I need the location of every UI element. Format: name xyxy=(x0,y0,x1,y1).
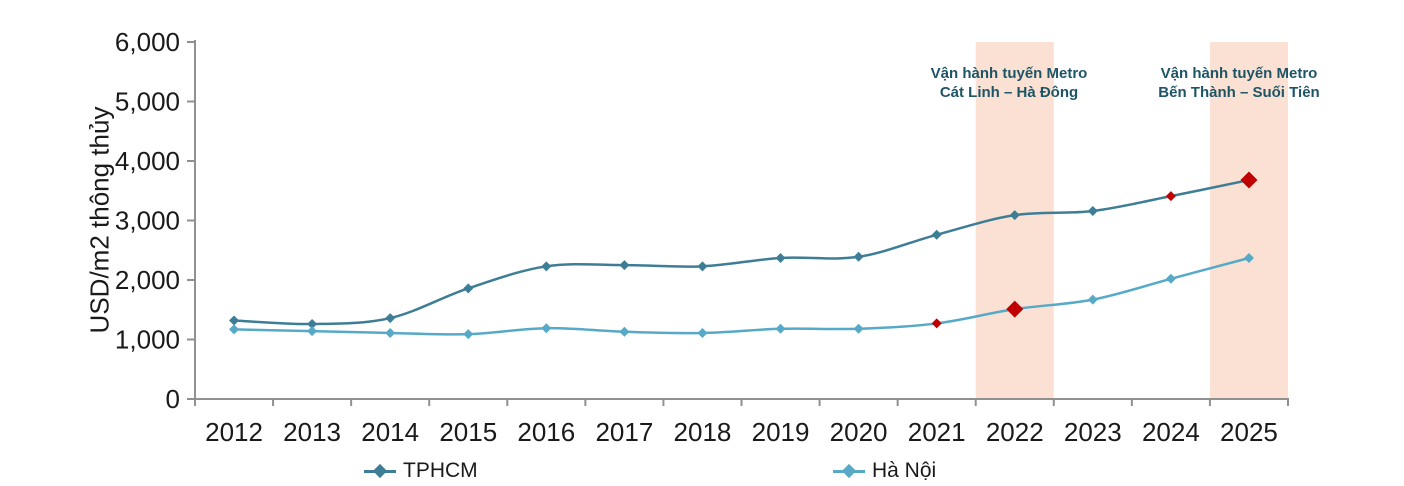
data-point-marker xyxy=(307,319,318,330)
legend-item-tphcm: TPHCM xyxy=(364,457,478,485)
annotation-line: Bến Thành – Suối Tiên xyxy=(1158,84,1320,101)
y-tick-label: 2,000 xyxy=(115,265,180,295)
data-point-marker xyxy=(775,252,786,263)
x-tick-label: 2025 xyxy=(1220,417,1278,447)
metro-annotation-cat-linh-ha-dong: Vận hành tuyến Metro Cát Linh – Hà Đông xyxy=(931,64,1088,102)
series-line-1 xyxy=(234,256,1250,336)
data-point-marker xyxy=(1243,252,1254,263)
metro-annotation-ben-thanh-suoi-tien: Vận hành tuyến Metro Bến Thành – Suối Ti… xyxy=(1158,64,1319,102)
annotation-line: Cát Linh – Hà Đông xyxy=(939,84,1079,101)
data-point-marker xyxy=(775,323,786,334)
y-tick-label: 5,000 xyxy=(115,87,180,117)
data-point-marker xyxy=(931,229,942,240)
red-data-point-marker xyxy=(1240,171,1258,189)
highlight-bands-layer xyxy=(975,42,1288,399)
axes-layer xyxy=(187,40,1289,406)
annotation-line: Vận hành tuyến Metro xyxy=(1160,65,1318,82)
x-tick-label: 2013 xyxy=(283,417,341,447)
x-tick-label: 2014 xyxy=(361,417,419,447)
data-point-marker xyxy=(541,323,552,334)
data-point-marker xyxy=(697,261,708,272)
data-point-marker xyxy=(1009,210,1020,221)
y-tick-label: 6,000 xyxy=(115,27,180,57)
y-tick-label: 3,000 xyxy=(115,206,180,236)
hanoi-series-marker-icon xyxy=(833,457,865,485)
data-point-marker xyxy=(307,326,318,337)
data-point-marker xyxy=(385,313,396,324)
series-line-0 xyxy=(233,178,1250,326)
series-layer xyxy=(229,171,1258,340)
y-tick-label: 0 xyxy=(166,384,180,414)
data-point-marker xyxy=(619,260,630,271)
x-tick-label: 2015 xyxy=(439,417,497,447)
x-tick-label: 2021 xyxy=(908,417,966,447)
x-tick-label: 2016 xyxy=(517,417,575,447)
red-data-point-marker xyxy=(1165,191,1176,202)
y-axis-title: USD/m2 thông thủy xyxy=(84,106,115,334)
chart-legend: TPHCM Hà Nội xyxy=(0,457,1404,485)
red-data-point-marker xyxy=(1006,300,1024,318)
legend-label: TPHCM xyxy=(403,459,478,482)
data-point-marker xyxy=(697,327,708,338)
data-point-marker xyxy=(541,261,552,272)
x-tick-label: 2024 xyxy=(1142,417,1200,447)
data-point-marker xyxy=(853,251,864,262)
x-tick-label: 2022 xyxy=(986,417,1044,447)
y-tick-label: 4,000 xyxy=(115,146,180,176)
x-tick-label: 2023 xyxy=(1064,417,1122,447)
data-point-marker xyxy=(229,315,240,326)
data-point-marker xyxy=(619,326,630,337)
annotation-line: Vận hành tuyến Metro xyxy=(930,65,1088,82)
data-point-marker xyxy=(1087,294,1098,305)
red-data-point-marker xyxy=(931,318,942,329)
x-tick-label: 2018 xyxy=(674,417,732,447)
x-tick-label: 2017 xyxy=(595,417,653,447)
metro-highlight-band xyxy=(1209,42,1288,399)
tick-labels-layer: 0 1,000 2,000 3,000 4,000 5,000 6,000 2012 2013 2… xyxy=(115,27,1278,447)
legend-item-hanoi: Hà Nội xyxy=(833,457,936,485)
legend-label: Hà Nội xyxy=(872,459,937,482)
x-tick-label: 2019 xyxy=(752,417,810,447)
data-point-marker xyxy=(853,323,864,334)
tphcm-series-marker-icon xyxy=(364,457,396,485)
data-point-marker xyxy=(463,329,474,340)
data-point-marker xyxy=(463,283,474,294)
data-point-marker xyxy=(1087,205,1098,216)
x-tick-label: 2012 xyxy=(205,417,263,447)
data-point-marker xyxy=(229,324,240,335)
data-point-marker xyxy=(385,327,396,338)
data-point-marker xyxy=(1165,273,1176,284)
x-tick-label: 2020 xyxy=(830,417,888,447)
y-tick-label: 1,000 xyxy=(115,325,180,355)
